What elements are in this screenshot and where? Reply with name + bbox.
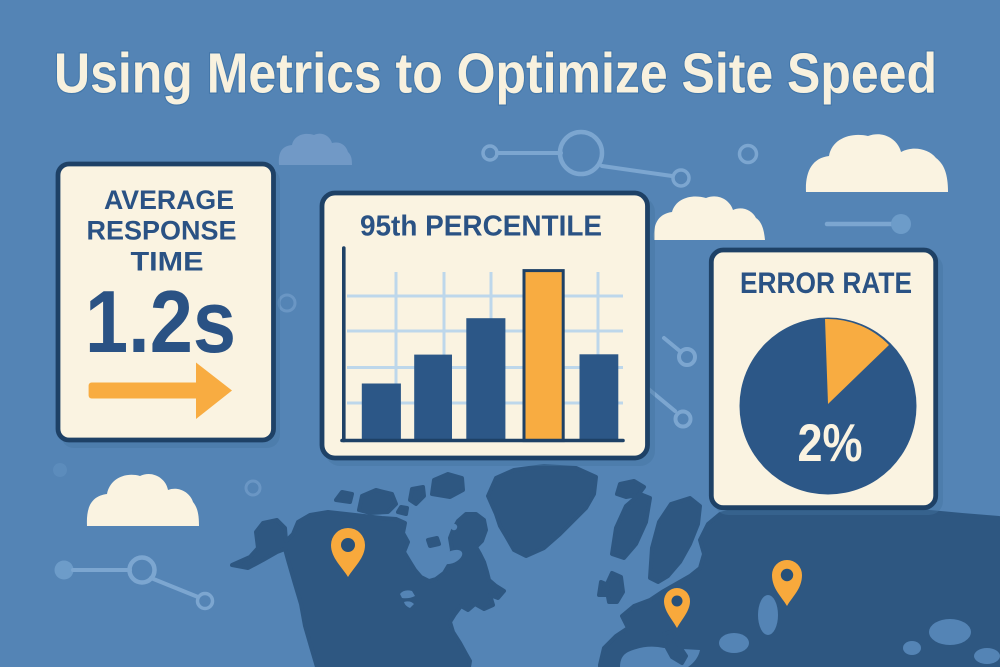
svg-text:Using Metrics to Optimize Site: Using Metrics to Optimize Site Speed	[54, 42, 937, 106]
svg-text:95th PERCENTILE: 95th PERCENTILE	[360, 211, 602, 243]
svg-text:RESPONSE: RESPONSE	[87, 216, 237, 246]
svg-text:1.2s: 1.2s	[85, 272, 236, 371]
svg-text:2%: 2%	[798, 414, 863, 473]
svg-text:TIME: TIME	[131, 247, 204, 277]
svg-text:ERROR RATE: ERROR RATE	[740, 267, 912, 300]
svg-text:AVERAGE: AVERAGE	[104, 185, 234, 215]
